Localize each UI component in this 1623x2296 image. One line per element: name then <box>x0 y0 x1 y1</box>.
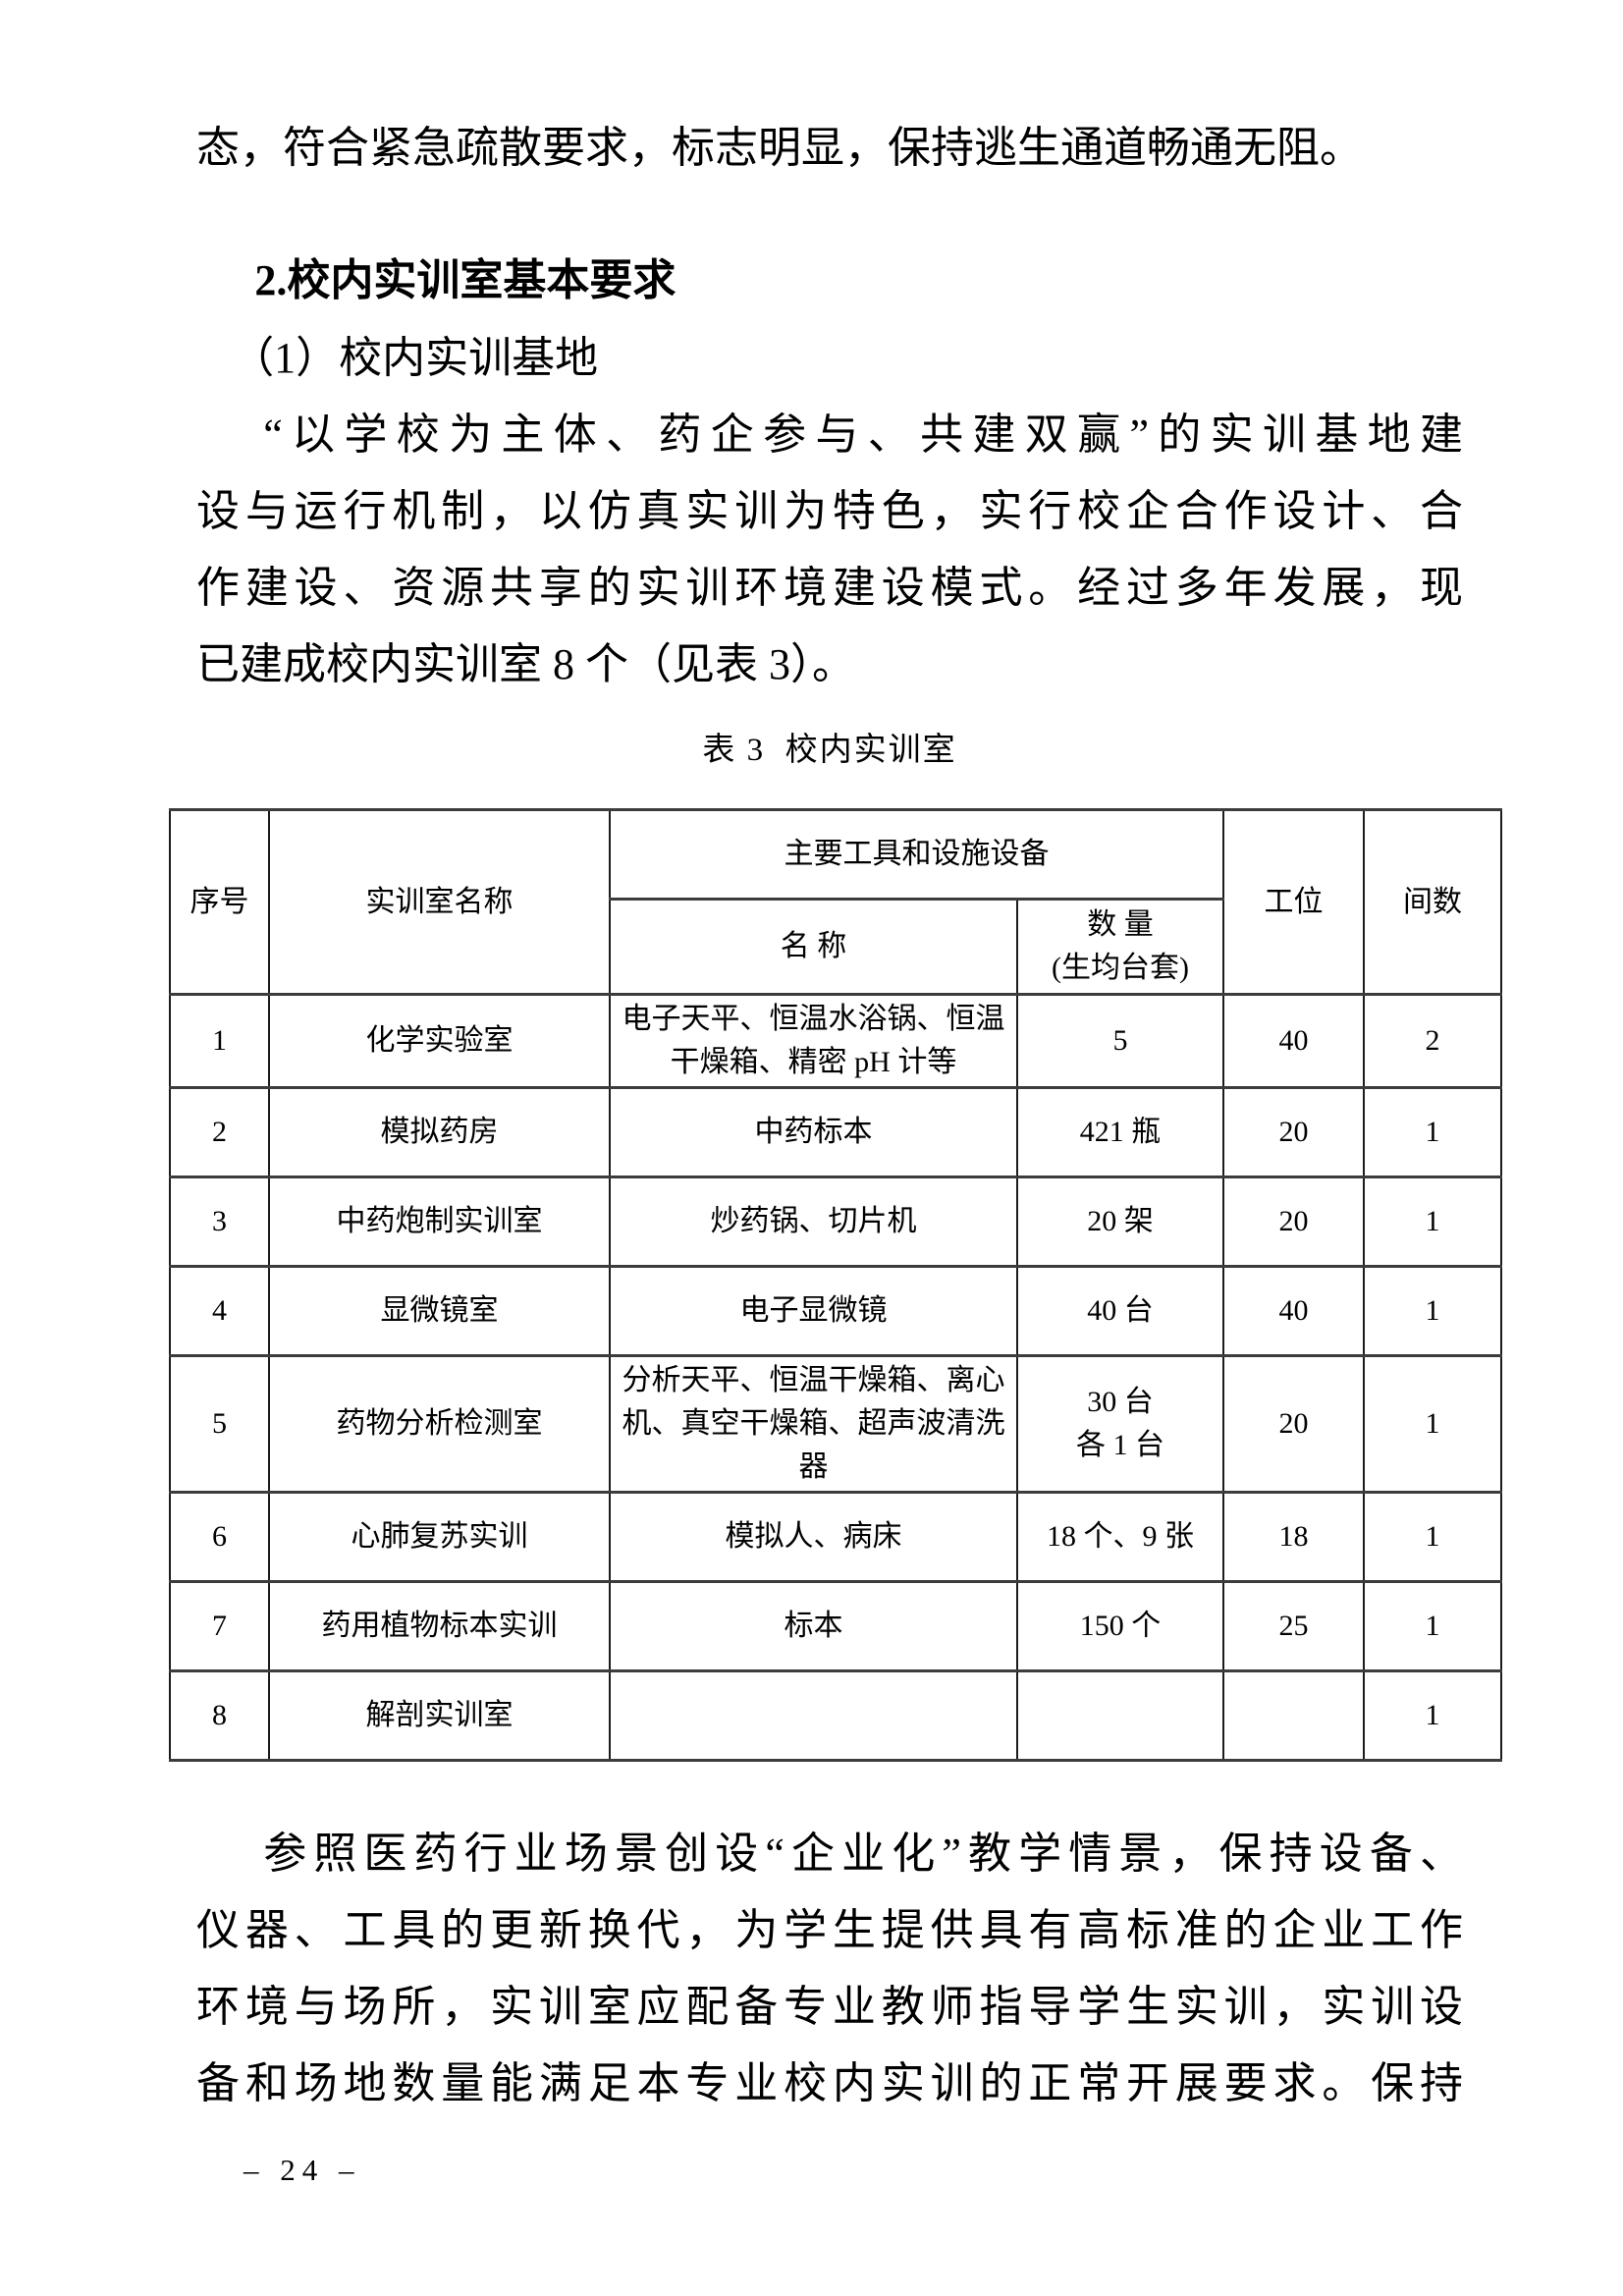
section-heading: 2.校内实训室基本要求 <box>254 256 676 304</box>
cell-tools: 电子显微镜 <box>609 1265 1018 1357</box>
cell-workstations: 40 <box>1222 1265 1365 1357</box>
col-header-tool-name: 名 称 <box>609 898 1018 996</box>
table-row: 6 心肺复苏实训 模拟人、病床 18 个、9 张 18 1 <box>169 1491 1502 1583</box>
paragraph-continuation-line: 态，符合紧急疏散要求，标志明显，保持逃生通道畅通无阻。 <box>196 124 1363 172</box>
cell-room-name: 药用植物标本实训 <box>268 1580 611 1672</box>
cell-room-name: 药物分析检测室 <box>268 1354 611 1494</box>
table-header-row-1: 序号 实训室名称 主要工具和设施设备 工位 间数 <box>169 808 1502 996</box>
col-header-seq: 序号 <box>169 808 270 996</box>
col-header-room-count: 间数 <box>1363 808 1502 996</box>
cell-workstations: 18 <box>1222 1491 1365 1583</box>
table-header-row-2: 名 称 数 量 (生均台套) <box>170 898 1501 996</box>
paragraph-line: 仪器、工具的更新换代，为学生提供具有高标准的企业工作 <box>196 1906 1463 1954</box>
cell-room-name: 显微镜室 <box>268 1265 611 1357</box>
cell-quantity: 30 台 各 1 台 <box>1016 1354 1224 1494</box>
cell-quantity: 150 个 <box>1016 1580 1224 1672</box>
cell-seq: 4 <box>169 1265 270 1357</box>
cell-quantity: 40 台 <box>1016 1265 1224 1357</box>
page-content: 态，符合紧急疏散要求，标志明显，保持逃生通道畅通无阻。 2.校内实训室基本要求 … <box>169 110 1502 2122</box>
col-header-tools-group: 主要工具和设施设备 <box>609 808 1224 901</box>
cell-seq: 6 <box>169 1491 270 1583</box>
col-header-workstations: 工位 <box>1222 808 1365 996</box>
paragraph-line: “以学校为主体、药企参与、共建双赢”的实训基地建 <box>263 410 1463 459</box>
cell-room-name: 解剖实训室 <box>268 1669 611 1762</box>
cell-tools: 分析天平、恒温干燥箱、离心机、真空干燥箱、超声波清洗器 <box>609 1354 1018 1494</box>
col-header-quantity: 数 量 (生均台套) <box>1016 898 1224 996</box>
col-header-quantity-line2: (生均台套) <box>1052 952 1189 984</box>
cell-workstations: 20 <box>1222 1354 1365 1494</box>
cell-room-count: 1 <box>1363 1491 1502 1583</box>
training-rooms-table: 序号 实训室名称 主要工具和设施设备 工位 间数 名 称 数 量 (生均台套) … <box>169 808 1502 1762</box>
paragraph-line: 已建成校内实训室 8 个（见表 3）。 <box>196 640 855 688</box>
cell-workstations: 25 <box>1222 1580 1365 1672</box>
cell-room-count: 1 <box>1363 1175 1502 1268</box>
paragraph-line: 参照医药行业场景创设“企业化”教学情景，保持设备、 <box>263 1830 1463 1878</box>
cell-quantity: 5 <box>1016 993 1224 1089</box>
cell-seq: 8 <box>169 1669 270 1762</box>
cell-room-name: 心肺复苏实训 <box>268 1491 611 1583</box>
cell-tools <box>609 1669 1018 1762</box>
cell-room-name: 模拟药房 <box>268 1086 611 1178</box>
cell-room-count: 1 <box>1363 1354 1502 1494</box>
table-row: 3 中药炮制实训室 炒药锅、切片机 20 架 20 1 <box>169 1175 1502 1268</box>
cell-quantity: 18 个、9 张 <box>1016 1491 1224 1583</box>
cell-room-count: 2 <box>1363 993 1502 1089</box>
cell-room-count: 1 <box>1363 1265 1502 1357</box>
table-body: 1 化学实验室 电子天平、恒温水浴锅、恒温干燥箱、精密 pH 计等 5 40 2… <box>169 993 1502 1762</box>
cell-tools: 炒药锅、切片机 <box>609 1175 1018 1268</box>
paragraph-closing: 参照医药行业场景创设“企业化”教学情景，保持设备、仪器、工具的更新换代，为学生提… <box>196 1816 1463 2122</box>
paragraph-line: 设与运行机制，以仿真实训为特色，实行校企合作设计、合 <box>196 487 1463 535</box>
cell-quantity: 421 瓶 <box>1016 1086 1224 1178</box>
paragraph-line: 备和场地数量能满足本专业校内实训的正常开展要求。保持 <box>196 2059 1463 2107</box>
cell-quantity: 20 架 <box>1016 1175 1224 1268</box>
table-row: 5 药物分析检测室 分析天平、恒温干燥箱、离心机、真空干燥箱、超声波清洗器 30… <box>169 1354 1502 1494</box>
cell-room-count: 1 <box>1363 1086 1502 1178</box>
cell-workstations: 20 <box>1222 1175 1365 1268</box>
cell-tools: 中药标本 <box>609 1086 1018 1178</box>
table-row: 7 药用植物标本实训 标本 150 个 25 1 <box>169 1580 1502 1672</box>
col-header-quantity-line1: 数 量 <box>1087 908 1154 941</box>
cell-tools: 标本 <box>609 1580 1018 1672</box>
paragraph-training-base: “以学校为主体、药企参与、共建双赢”的实训基地建设与运行机制，以仿真实训为特色，… <box>196 397 1463 703</box>
table-row: 2 模拟药房 中药标本 421 瓶 20 1 <box>169 1086 1502 1178</box>
cell-seq: 5 <box>169 1354 270 1494</box>
cell-quantity <box>1016 1669 1224 1762</box>
cell-room-name: 中药炮制实训室 <box>268 1175 611 1268</box>
cell-tools: 电子天平、恒温水浴锅、恒温干燥箱、精密 pH 计等 <box>609 993 1018 1089</box>
table-row: 4 显微镜室 电子显微镜 40 台 40 1 <box>169 1265 1502 1357</box>
paragraph-line: 环境与场所，实训室应配备专业教师指导学生实训，实训设 <box>196 1983 1463 2031</box>
paragraph-line: 作建设、资源共享的实训环境建设模式。经过多年发展，现 <box>196 564 1463 612</box>
cell-seq: 2 <box>169 1086 270 1178</box>
sub-heading: （1）校内实训基地 <box>231 334 599 382</box>
cell-room-count: 1 <box>1363 1580 1502 1672</box>
cell-workstations: 40 <box>1222 993 1365 1089</box>
cell-room-name: 化学实验室 <box>268 993 611 1089</box>
cell-workstations <box>1222 1669 1365 1762</box>
table-header: 序号 实训室名称 主要工具和设施设备 工位 间数 名 称 数 量 (生均台套) <box>169 808 1502 996</box>
cell-seq: 3 <box>169 1175 270 1268</box>
table-caption: 表 3 校内实训室 <box>702 733 957 768</box>
page-number: – 24 – <box>243 2153 361 2187</box>
table-row: 1 化学实验室 电子天平、恒温水浴锅、恒温干燥箱、精密 pH 计等 5 40 2 <box>169 993 1502 1089</box>
cell-seq: 1 <box>169 993 270 1089</box>
cell-tools: 模拟人、病床 <box>609 1491 1018 1583</box>
cell-workstations: 20 <box>1222 1086 1365 1178</box>
table-row: 8 解剖实训室 1 <box>169 1669 1502 1762</box>
cell-room-count: 1 <box>1363 1669 1502 1762</box>
cell-seq: 7 <box>169 1580 270 1672</box>
col-header-room-name: 实训室名称 <box>268 808 611 996</box>
